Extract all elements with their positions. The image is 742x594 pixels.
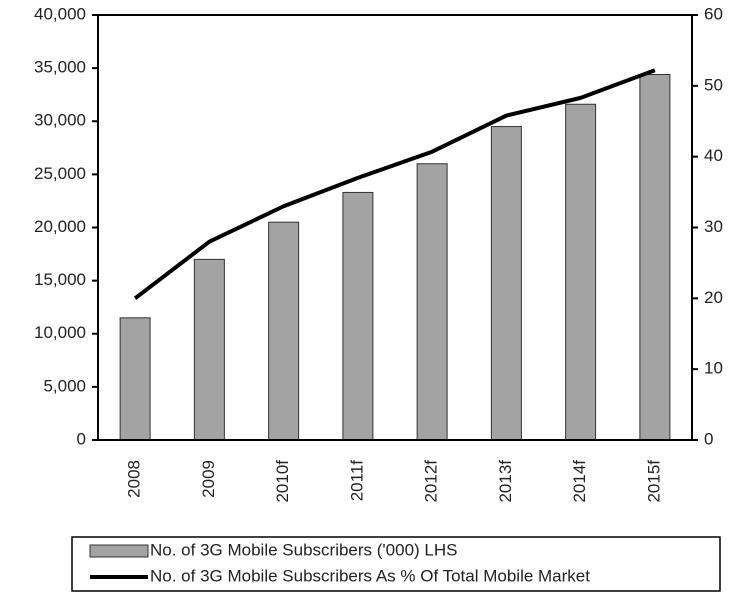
legend-box xyxy=(71,536,721,592)
bar xyxy=(119,317,151,441)
y-tick-label: 10,000 xyxy=(34,323,86,342)
x-tick-label: 2013f xyxy=(496,460,515,503)
legend-swatch xyxy=(89,544,149,558)
bar xyxy=(639,74,671,441)
x-tick-label: 2010f xyxy=(273,460,292,503)
x-tick-label: 2008 xyxy=(125,460,144,498)
y-tick-label: 35,000 xyxy=(34,58,86,77)
y-tick-label: 20,000 xyxy=(34,217,86,236)
x-tick-label: 2014f xyxy=(570,460,589,503)
x-tick-label: 2012f xyxy=(422,460,441,503)
bar xyxy=(565,103,597,441)
y-tick-label: 25,000 xyxy=(34,164,86,183)
legend-label: No. of 3G Mobile Subscribers ('000) LHS xyxy=(150,540,458,559)
line xyxy=(133,68,656,300)
y-tick-label: 5,000 xyxy=(43,376,86,395)
y-tick-label: 40,000 xyxy=(34,4,86,23)
y-tick-label: 0 xyxy=(77,429,86,448)
bar xyxy=(416,163,448,441)
y2-tick-label: 0 xyxy=(704,429,713,448)
bar xyxy=(490,126,522,441)
bar xyxy=(342,191,374,441)
y-tick-label: 30,000 xyxy=(34,111,86,130)
y2-tick-label: 30 xyxy=(704,217,723,236)
x-tick-label: 2015f xyxy=(644,460,663,503)
legend-label: No. of 3G Mobile Subscribers As % Of Tot… xyxy=(150,566,590,585)
y2-tick-label: 10 xyxy=(704,359,723,378)
y-tick-label: 15,000 xyxy=(34,270,86,289)
y2-tick-label: 40 xyxy=(704,146,723,165)
y2-tick-label: 60 xyxy=(704,4,723,23)
y2-tick-label: 20 xyxy=(704,288,723,307)
x-tick-label: 2009 xyxy=(199,460,218,498)
y2-tick-label: 50 xyxy=(704,75,723,94)
bar xyxy=(268,221,300,441)
bar xyxy=(193,258,225,441)
x-tick-label: 2011f xyxy=(347,460,366,502)
